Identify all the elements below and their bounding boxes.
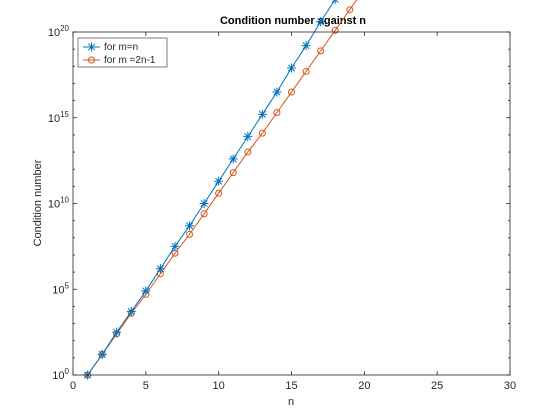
x-tick-label: 5 [143,380,149,392]
series-1-point [170,241,180,251]
series-layer [83,0,358,380]
plot-frame [72,31,511,376]
series-2-point [229,169,237,177]
series-2-point [302,67,310,75]
x-tick-label: 0 [70,380,76,392]
series-2-line [87,0,358,376]
legend-label-series-2: for m =2n-1 [104,55,156,66]
series-2-point [346,6,354,14]
x-tick-label: 25 [431,380,443,392]
series-2 [84,0,358,379]
series-2-point [273,109,281,117]
series-2-point [186,230,194,238]
series-1-point [301,41,311,51]
series-1-point [97,349,107,359]
series-1-line [87,0,336,376]
x-tick-label: 10 [213,380,225,392]
series-1-point [199,199,209,208]
series-2-point [288,88,295,96]
series-1-point [272,87,282,97]
series-1-point [155,264,165,274]
legend-marker-series-1 [87,42,96,52]
legend-star-marker [87,42,96,52]
series-1-point [141,286,151,296]
series-1-point [214,176,224,186]
series-2-point [200,210,208,218]
series-1-point [112,327,122,337]
series-2-point [331,26,339,34]
series-2-point [244,148,252,156]
chart-title: Condition number against n [220,15,366,27]
legend: for m=n for m =2n-1 [77,37,168,68]
series-1-point [316,17,326,27]
x-axis-label: n [288,396,294,408]
series-1-point [287,63,296,73]
series-1-point [228,154,238,164]
series-1-point [257,109,267,119]
series-1-point [243,132,253,142]
y-tick-label: 105 [52,281,69,296]
plot-area [73,32,510,375]
legend-circle-marker [88,56,95,64]
y-axis-label: Condition number [32,159,44,246]
y-tick-label: 1015 [48,110,70,125]
legend-label-series-1: for m=n [104,42,138,53]
x-tick-label: 20 [358,380,370,392]
y-tick-label: 1020 [48,24,70,39]
series-2-point [215,189,223,197]
y-tick-label: 100 [52,367,69,382]
series-1-point [331,0,339,4]
series-2-point [317,47,325,55]
series-2-point [258,129,266,137]
series-1 [83,0,339,380]
series-1-point [185,221,195,231]
y-tick-label: 1010 [48,196,70,211]
x-tick-label: 30 [504,380,516,392]
x-tick-label: 15 [285,380,297,392]
legend-marker-series-2 [88,56,95,64]
series-1-point [126,307,136,317]
legend-box [77,37,168,68]
